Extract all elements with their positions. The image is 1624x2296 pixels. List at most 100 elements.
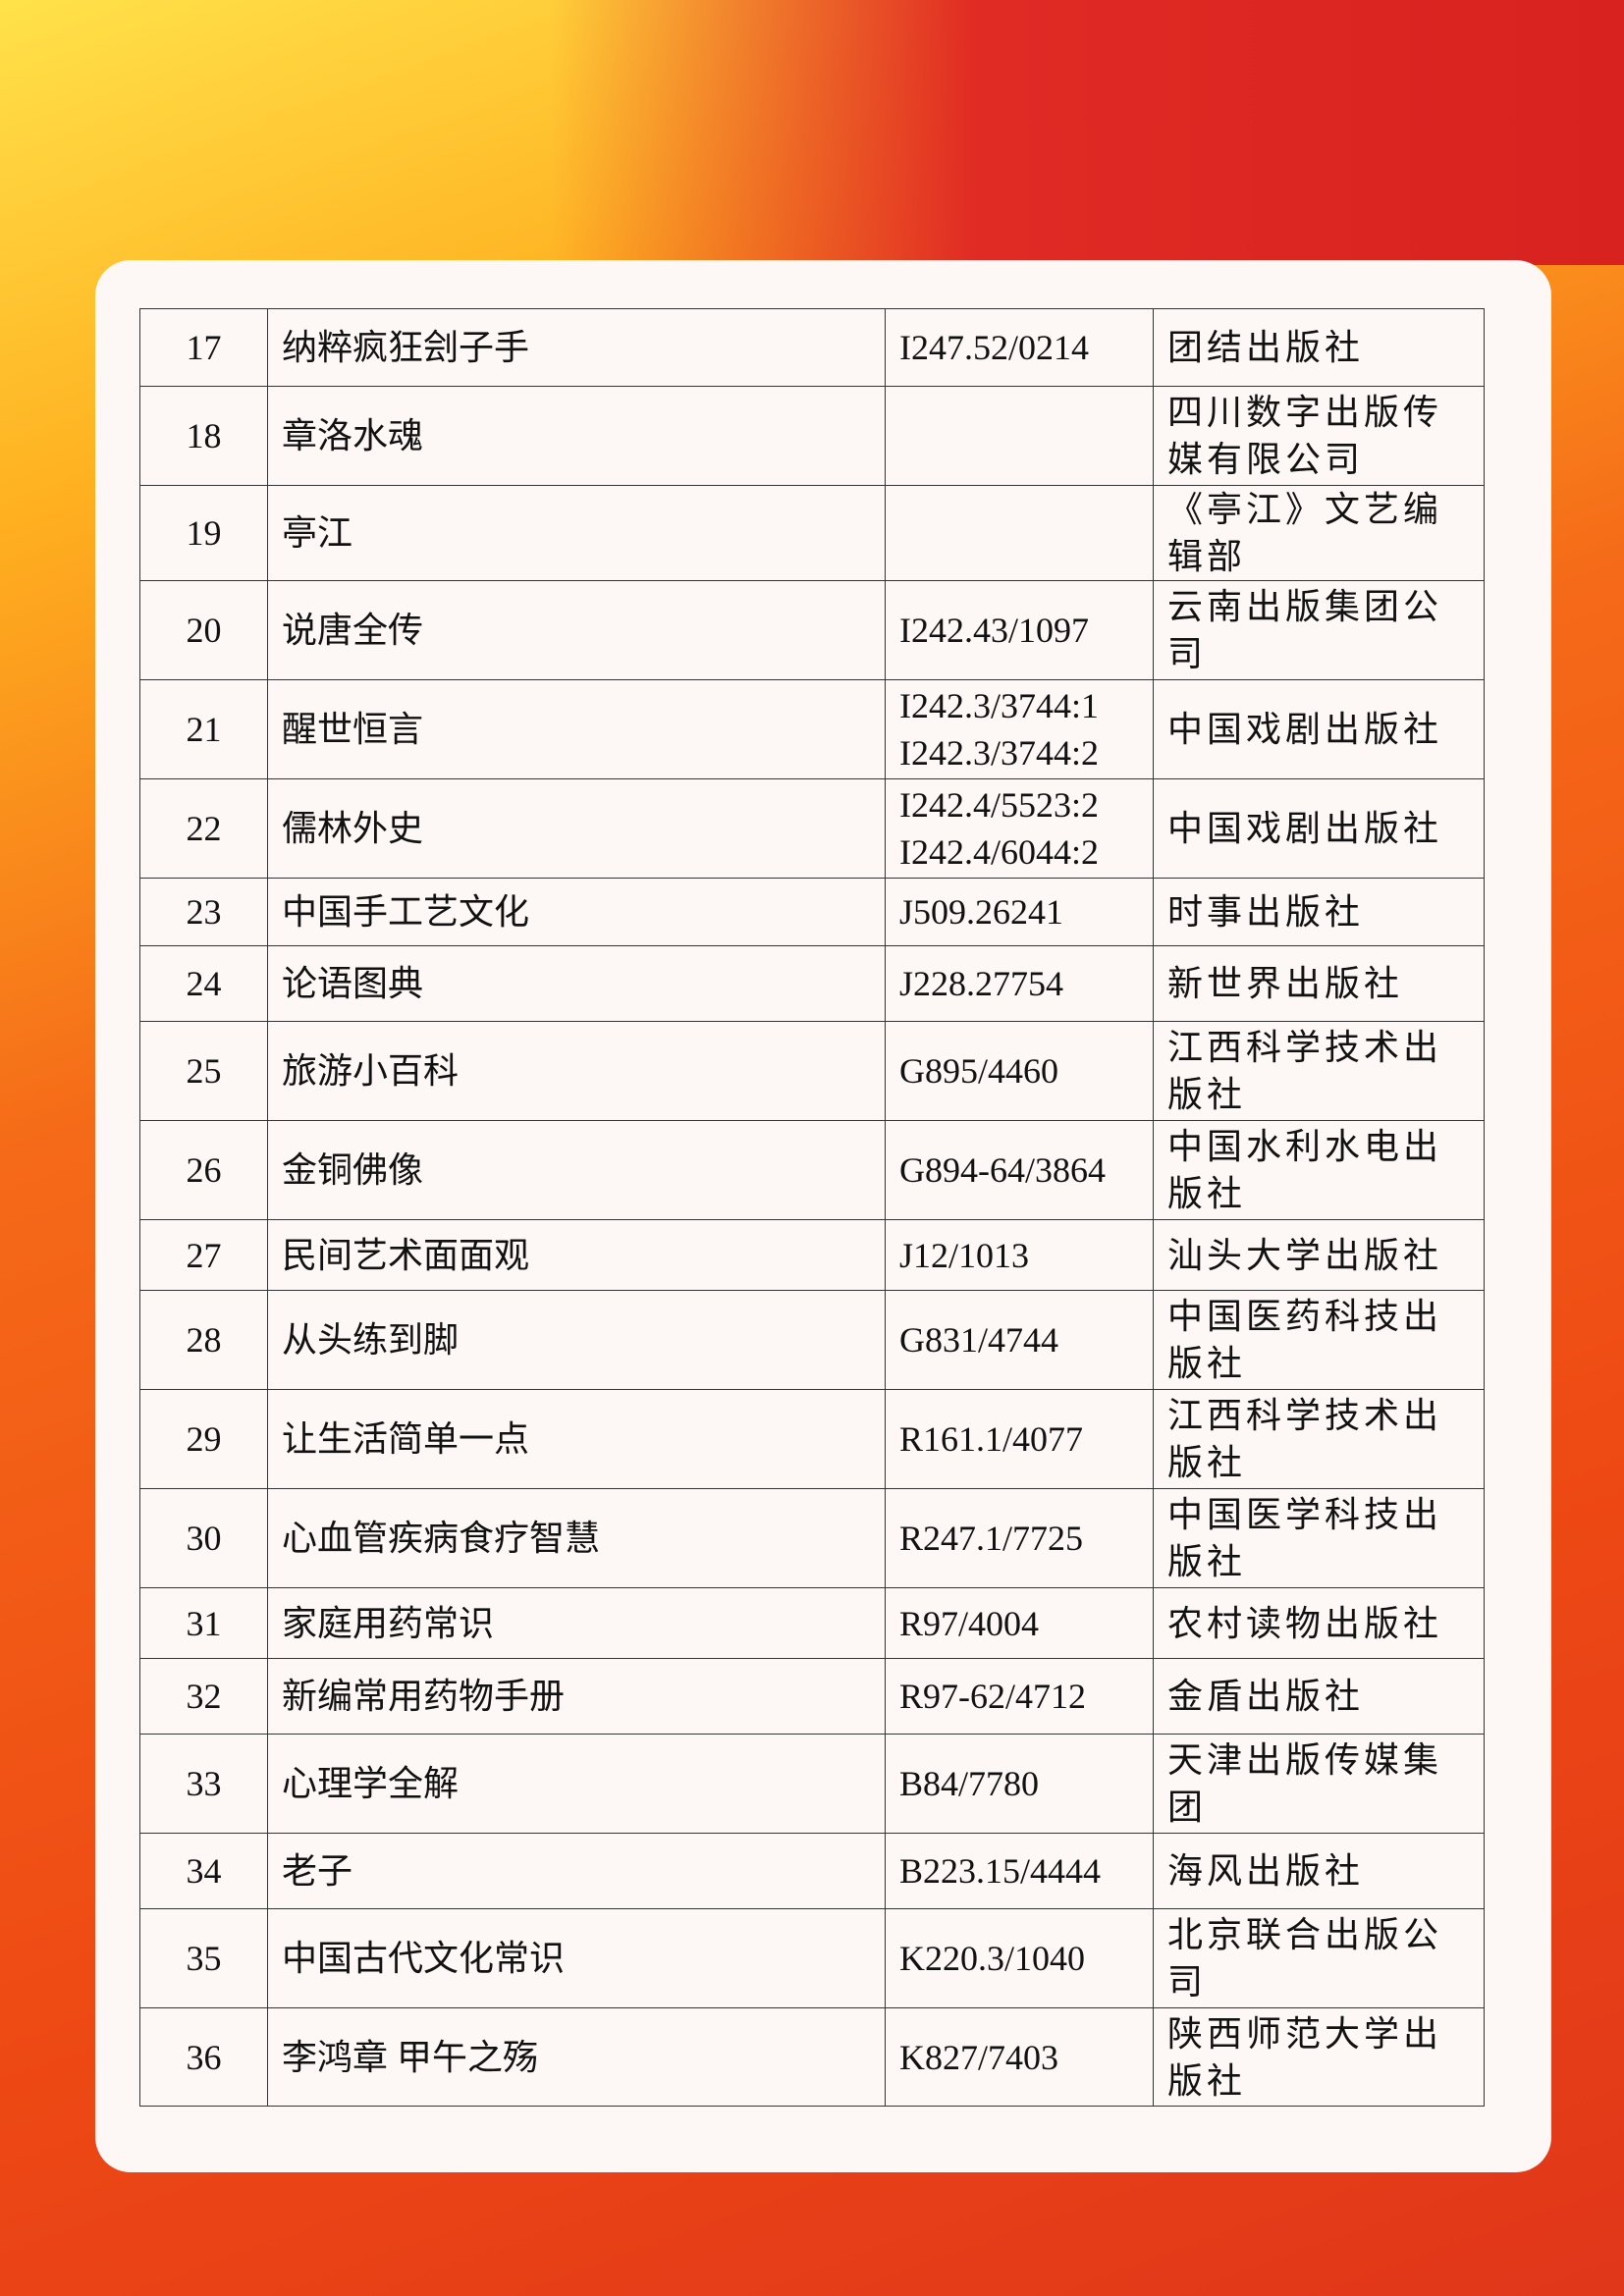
publisher: 江西科学技术出版社 bbox=[1153, 1389, 1485, 1489]
call-number: R247.1/7725 bbox=[885, 1488, 1154, 1588]
call-number: G831/4744 bbox=[885, 1290, 1154, 1390]
banner bbox=[550, 0, 1624, 265]
call-number: R97/4004 bbox=[885, 1587, 1154, 1659]
call-number: B84/7780 bbox=[885, 1734, 1154, 1834]
table-row: 18 章洛水魂 四川数字出版传媒有限公司 bbox=[139, 386, 1485, 486]
table-row: 21 醒世恒言 I242.3/3744:1 I242.3/3744:2 中国戏剧出版社 bbox=[139, 679, 1485, 779]
call-number: B223.15/4444 bbox=[885, 1833, 1154, 1909]
call-number: K220.3/1040 bbox=[885, 1908, 1154, 2008]
call-number: K827/7403 bbox=[885, 2007, 1154, 2107]
table-row: 23 中国手工艺文化 J509.26241 时事出版社 bbox=[139, 878, 1485, 946]
call-number-line: I242.3/3744:1 bbox=[899, 686, 1099, 725]
call-number: I242.43/1097 bbox=[885, 580, 1154, 680]
book-title: 李鸿章 甲午之殇 bbox=[267, 2007, 886, 2107]
call-number-line: R97/4004 bbox=[899, 1603, 1040, 1643]
row-number: 18 bbox=[139, 386, 268, 486]
book-title: 中国手工艺文化 bbox=[267, 878, 886, 946]
call-number bbox=[885, 485, 1154, 581]
publisher: 农村读物出版社 bbox=[1153, 1587, 1485, 1659]
publisher: 江西科学技术出版社 bbox=[1153, 1021, 1485, 1121]
table-row: 34 老子 B223.15/4444 海风出版社 bbox=[139, 1833, 1485, 1909]
table-row: 27 民间艺术面面观 J12/1013 汕头大学出版社 bbox=[139, 1219, 1485, 1291]
row-number: 17 bbox=[139, 308, 268, 387]
call-number-line: J12/1013 bbox=[899, 1235, 1030, 1275]
row-number: 19 bbox=[139, 485, 268, 581]
book-table: 17 纳粹疯狂刽子手 I247.52/0214 团结出版社 18 章洛水魂 四川数字出版传媒… bbox=[139, 308, 1485, 2107]
call-number: I247.52/0214 bbox=[885, 308, 1154, 387]
call-number-line: R247.1/7725 bbox=[899, 1519, 1084, 1558]
call-number-line: B84/7780 bbox=[899, 1764, 1040, 1803]
publisher: 北京联合出版公司 bbox=[1153, 1908, 1485, 2008]
publisher: 汕头大学出版社 bbox=[1153, 1219, 1485, 1291]
publisher: 天津出版传媒集团 bbox=[1153, 1734, 1485, 1834]
book-title: 说唐全传 bbox=[267, 580, 886, 680]
book-title: 中国古代文化常识 bbox=[267, 1908, 886, 2008]
call-number-line: K220.3/1040 bbox=[899, 1939, 1085, 1978]
table-row: 30 心血管疾病食疗智慧 R247.1/7725 中国医学科技出版社 bbox=[139, 1488, 1485, 1588]
table-row: 35 中国古代文化常识 K220.3/1040 北京联合出版公司 bbox=[139, 1908, 1485, 2008]
row-number: 35 bbox=[139, 1908, 268, 2008]
table-row: 31 家庭用药常识 R97/4004 农村读物出版社 bbox=[139, 1587, 1485, 1659]
publisher: 中国戏剧出版社 bbox=[1153, 778, 1485, 879]
call-number: I242.4/5523:2 I242.4/6044:2 bbox=[885, 778, 1154, 879]
publisher: 四川数字出版传媒有限公司 bbox=[1153, 386, 1485, 486]
table-row: 20 说唐全传 I242.43/1097 云南出版集团公司 bbox=[139, 580, 1485, 680]
call-number bbox=[885, 386, 1154, 486]
book-title: 儒林外史 bbox=[267, 778, 886, 879]
call-number-line: G831/4744 bbox=[899, 1320, 1058, 1360]
publisher: 海风出版社 bbox=[1153, 1833, 1485, 1909]
call-number: G894-64/3864 bbox=[885, 1120, 1154, 1220]
table-row: 32 新编常用药物手册 R97-62/4712 金盾出版社 bbox=[139, 1658, 1485, 1735]
call-number-line: I242.43/1097 bbox=[899, 611, 1089, 650]
book-title: 心血管疾病食疗智慧 bbox=[267, 1488, 886, 1588]
publisher: 中国戏剧出版社 bbox=[1153, 679, 1485, 779]
book-title: 旅游小百科 bbox=[267, 1021, 886, 1121]
table-row: 17 纳粹疯狂刽子手 I247.52/0214 团结出版社 bbox=[139, 308, 1485, 387]
publisher: 中国水利水电出版社 bbox=[1153, 1120, 1485, 1220]
table-row: 26 金铜佛像 G894-64/3864 中国水利水电出版社 bbox=[139, 1120, 1485, 1220]
call-number-line: I242.4/5523:2 bbox=[899, 785, 1099, 825]
row-number: 27 bbox=[139, 1219, 268, 1291]
call-number: J228.27754 bbox=[885, 945, 1154, 1022]
book-title: 新编常用药物手册 bbox=[267, 1658, 886, 1735]
call-number-line: B223.15/4444 bbox=[899, 1851, 1102, 1891]
call-number-line: I247.52/0214 bbox=[899, 328, 1089, 367]
book-title: 醒世恒言 bbox=[267, 679, 886, 779]
book-title: 家庭用药常识 bbox=[267, 1587, 886, 1659]
row-number: 22 bbox=[139, 778, 268, 879]
table-row: 19 亭江 《亭江》文艺编辑部 bbox=[139, 485, 1485, 581]
table-row: 29 让生活简单一点 R161.1/4077 江西科学技术出版社 bbox=[139, 1389, 1485, 1489]
row-number: 28 bbox=[139, 1290, 268, 1390]
row-number: 24 bbox=[139, 945, 268, 1022]
call-number: G895/4460 bbox=[885, 1021, 1154, 1121]
call-number-line: K827/7403 bbox=[899, 2037, 1058, 2077]
call-number-line: G894-64/3864 bbox=[899, 1150, 1106, 1190]
row-number: 25 bbox=[139, 1021, 268, 1121]
publisher: 中国医药科技出版社 bbox=[1153, 1290, 1485, 1390]
publisher: 团结出版社 bbox=[1153, 308, 1485, 387]
publisher: 《亭江》文艺编辑部 bbox=[1153, 485, 1485, 581]
book-title: 从头练到脚 bbox=[267, 1290, 886, 1390]
call-number: J12/1013 bbox=[885, 1219, 1154, 1291]
table-row: 25 旅游小百科 G895/4460 江西科学技术出版社 bbox=[139, 1021, 1485, 1121]
book-title: 心理学全解 bbox=[267, 1734, 886, 1834]
table-row: 24 论语图典 J228.27754 新世界出版社 bbox=[139, 945, 1485, 1022]
table-row: 22 儒林外史 I242.4/5523:2 I242.4/6044:2 中国戏剧出版社 bbox=[139, 778, 1485, 879]
table-body: 17 纳粹疯狂刽子手 I247.52/0214 团结出版社 18 章洛水魂 四川数字出版传媒… bbox=[139, 308, 1485, 2107]
row-number: 20 bbox=[139, 580, 268, 680]
publisher: 时事出版社 bbox=[1153, 878, 1485, 946]
call-number: R97-62/4712 bbox=[885, 1658, 1154, 1735]
publisher: 金盾出版社 bbox=[1153, 1658, 1485, 1735]
call-number-line: J509.26241 bbox=[899, 892, 1064, 932]
row-number: 33 bbox=[139, 1734, 268, 1834]
table-row: 33 心理学全解 B84/7780 天津出版传媒集团 bbox=[139, 1734, 1485, 1834]
book-title: 论语图典 bbox=[267, 945, 886, 1022]
call-number-line: J228.27754 bbox=[899, 964, 1064, 1003]
publisher: 中国医学科技出版社 bbox=[1153, 1488, 1485, 1588]
call-number: J509.26241 bbox=[885, 878, 1154, 946]
publisher: 云南出版集团公司 bbox=[1153, 580, 1485, 680]
row-number: 30 bbox=[139, 1488, 268, 1588]
row-number: 31 bbox=[139, 1587, 268, 1659]
book-title: 金铜佛像 bbox=[267, 1120, 886, 1220]
